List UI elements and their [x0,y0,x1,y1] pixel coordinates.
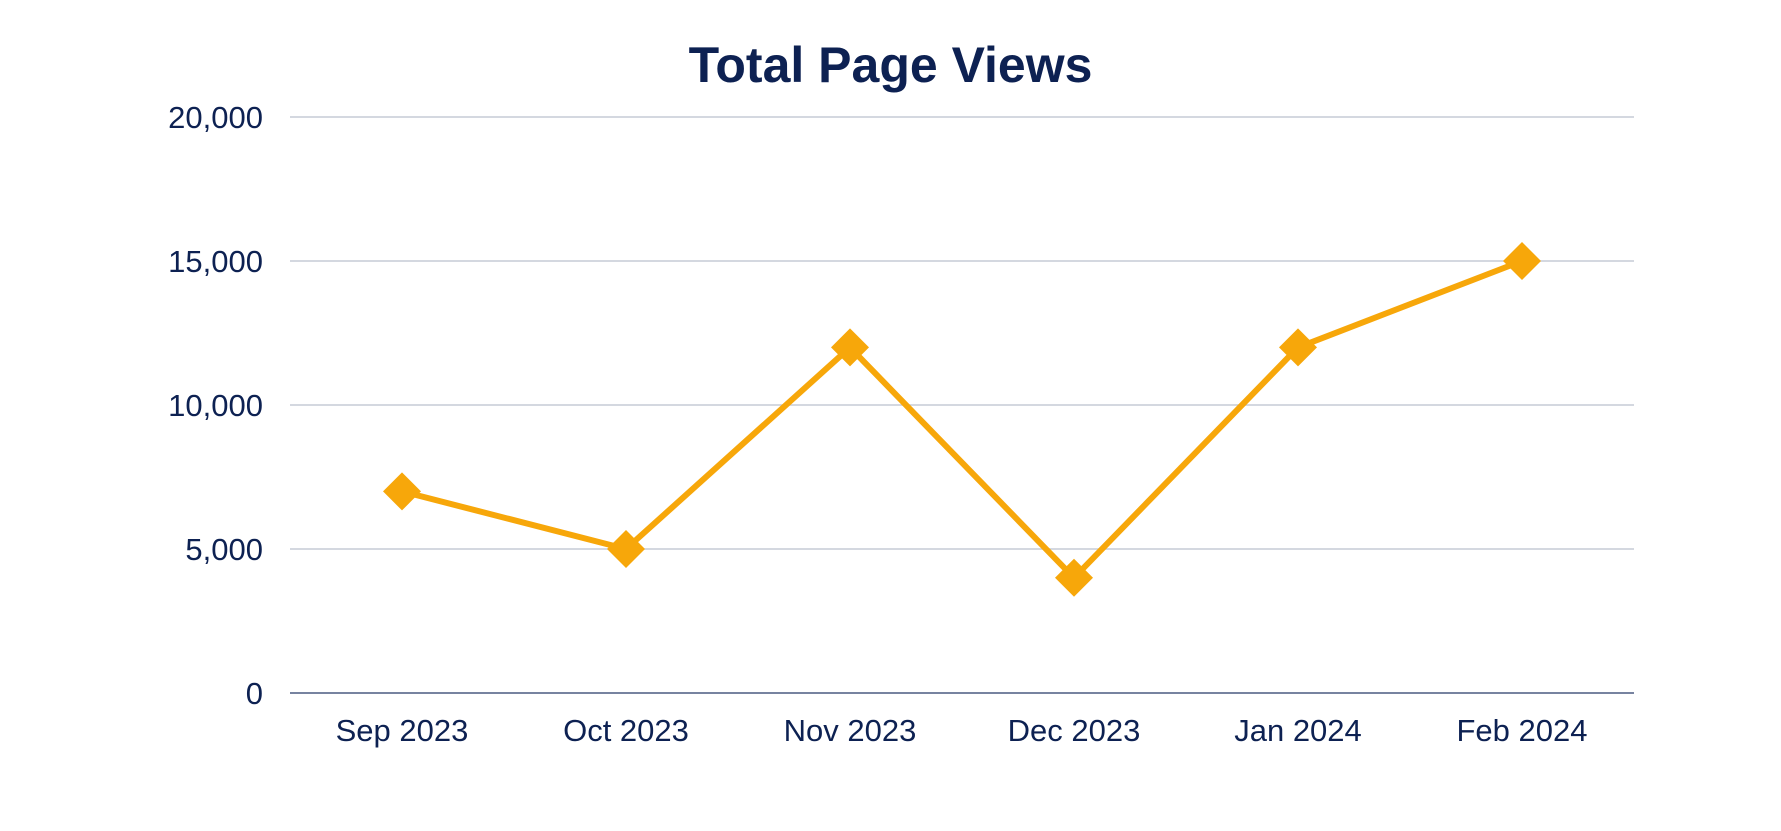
x-tick-label: Feb 2024 [1457,713,1588,748]
data-point-marker [831,328,869,367]
x-tick-label: Dec 2023 [1008,713,1141,748]
series-line-layer [399,258,1525,581]
data-point-marker [1055,558,1093,597]
y-tick-label: 5,000 [185,532,263,567]
data-point-marker [383,472,421,511]
x-tick-label: Nov 2023 [784,713,917,748]
y-axis-tick-labels: 0 5,000 10,000 15,000 20,000 [168,100,263,711]
data-point-markers [383,242,1541,597]
data-point-marker [607,530,645,568]
y-tick-label: 15,000 [168,244,263,279]
y-tick-label: 10,000 [168,388,263,423]
data-point-marker [1279,328,1317,367]
x-tick-label: Jan 2024 [1234,713,1362,748]
grid-lines [290,116,1634,694]
x-axis-tick-labels: Sep 2023 Oct 2023 Nov 2023 Dec 2023 Jan 2024… [336,713,1588,748]
y-tick-label: 0 [246,676,263,711]
x-tick-label: Sep 2023 [336,713,469,748]
series-line [399,258,1525,581]
y-tick-label: 20,000 [168,100,263,135]
data-point-marker [1503,242,1541,280]
chart-title: Total Page Views [688,37,1093,93]
x-tick-label: Oct 2023 [563,713,689,748]
